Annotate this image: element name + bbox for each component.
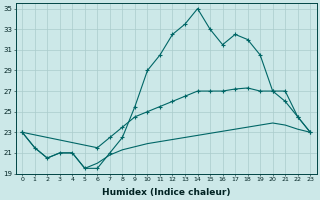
X-axis label: Humidex (Indice chaleur): Humidex (Indice chaleur) — [102, 188, 230, 197]
